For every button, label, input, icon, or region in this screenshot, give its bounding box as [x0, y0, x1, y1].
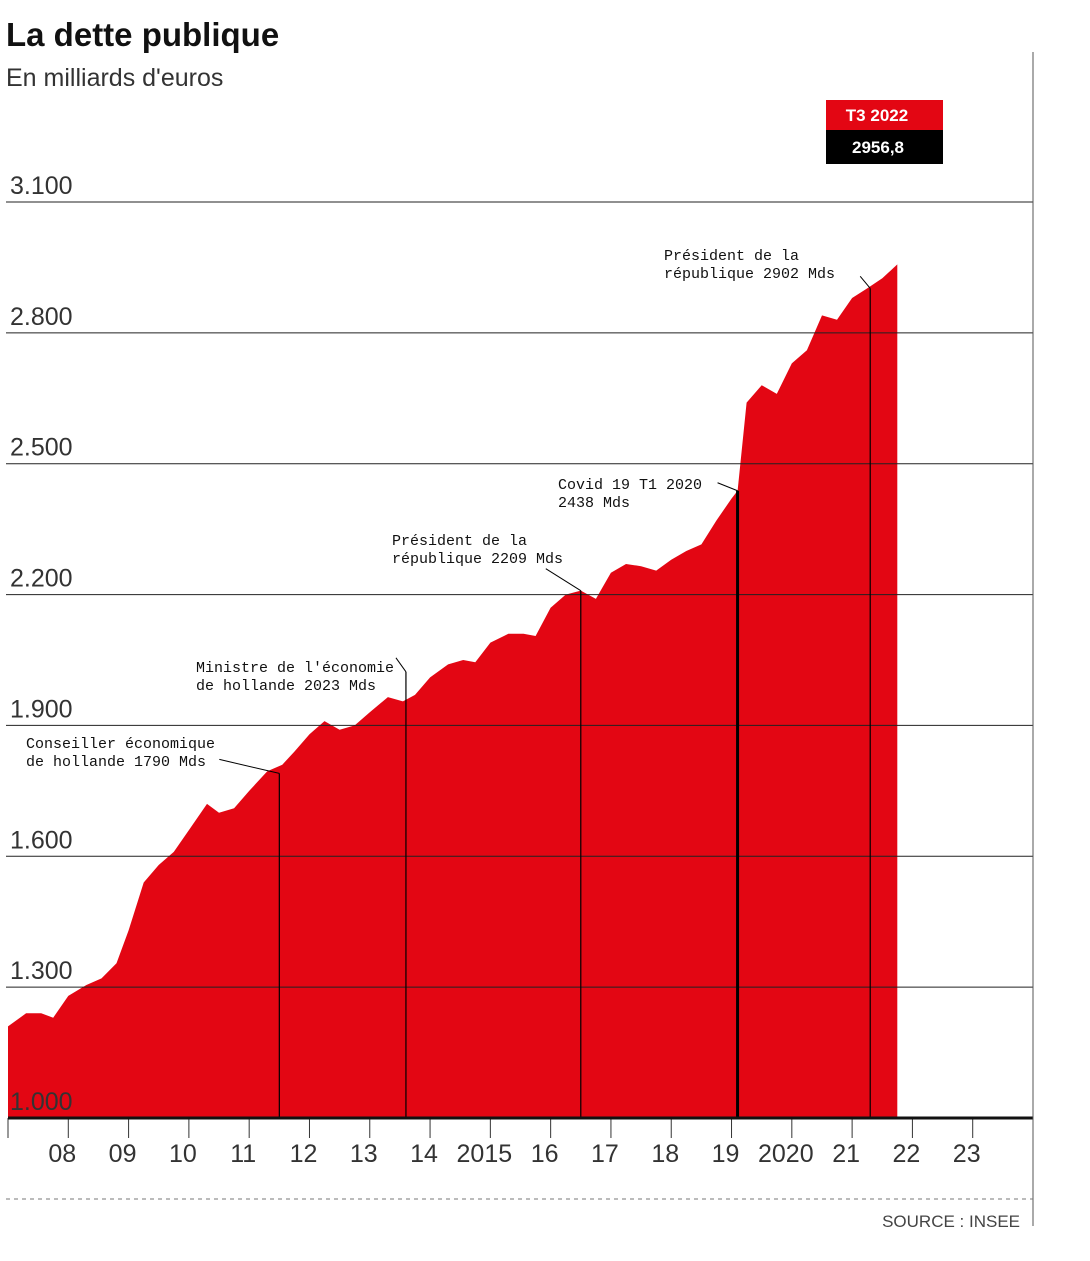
- annotation-markers: [219, 276, 871, 1118]
- x-tick-label: 19: [712, 1140, 740, 1168]
- y-tick-label: 1.900: [10, 695, 73, 723]
- annotation-text: Ministre de l'économie: [196, 660, 394, 677]
- annotation-text: de hollande 1790 Mds: [26, 754, 206, 771]
- y-tick-label: 1.600: [10, 826, 73, 854]
- annotation-text: 2438 Mds: [558, 495, 630, 512]
- badge-period-background: [826, 100, 943, 130]
- x-tick-label: 08: [48, 1140, 76, 1168]
- chart-subtitle: En milliards d'euros: [6, 64, 223, 92]
- x-tick-label: 09: [109, 1140, 137, 1168]
- y-tick-label: 2.500: [10, 434, 73, 462]
- annotation-leader: [395, 657, 407, 673]
- y-tick-label: 2.200: [10, 565, 73, 593]
- annotation-leader: [545, 568, 582, 592]
- annotation-text: Covid 19 T1 2020: [558, 477, 702, 494]
- x-tick-label: 21: [832, 1140, 860, 1168]
- y-tick-label: 2.800: [10, 303, 73, 331]
- badge-period: T3 2022: [846, 106, 908, 125]
- x-tick-label: 22: [893, 1140, 921, 1168]
- x-tick-label: 23: [953, 1140, 981, 1168]
- annotation-leader: [859, 276, 871, 289]
- x-tick-label: 12: [290, 1140, 318, 1168]
- x-tick-label: 11: [230, 1140, 256, 1168]
- chart-title: La dette publique: [6, 16, 279, 53]
- annotation-leader: [219, 758, 280, 774]
- x-tick-label: 17: [591, 1140, 619, 1168]
- gridlines: [6, 201, 1033, 988]
- annotation-text: république 2209 Mds: [392, 551, 563, 568]
- x-tick-label: 13: [350, 1140, 378, 1168]
- annotation-text: république 2902 Mds: [664, 266, 835, 283]
- annotation-leader: [717, 482, 738, 492]
- x-tick-label: 10: [169, 1140, 197, 1168]
- x-tick-label: 14: [410, 1140, 438, 1168]
- y-tick-label: 1.300: [10, 957, 73, 985]
- y-tick-label: 1.000: [10, 1088, 73, 1116]
- annotation-text: Président de la: [392, 533, 527, 550]
- x-tick-label: 2020: [758, 1140, 814, 1168]
- source-label: SOURCE : INSEE: [882, 1212, 1020, 1231]
- badge-value-background: [826, 130, 943, 164]
- debt-area: [8, 264, 898, 1118]
- annotation-text: Président de la: [664, 248, 799, 265]
- x-axis-ticks: 08 09 10 11 12 13 14 2015 16 17 18 19 2020 21 22 23: [7, 1118, 981, 1168]
- annotation-text: de hollande 2023 Mds: [196, 678, 376, 695]
- x-tick-label: 16: [531, 1140, 559, 1168]
- annotation-text: Conseiller économique: [26, 736, 215, 753]
- x-tick-label: 18: [651, 1140, 679, 1168]
- latest-value-badge: T3 2022 2956,8: [826, 100, 943, 164]
- y-tick-label: 3.100: [10, 172, 73, 200]
- y-axis-ticks: 1.000 1.300 1.600 1.900 2.200 2.500 2.800 3.100: [10, 172, 73, 1116]
- badge-value: 2956,8: [852, 138, 904, 157]
- area-layer: [8, 264, 898, 1118]
- x-tick-label: 2015: [457, 1140, 513, 1168]
